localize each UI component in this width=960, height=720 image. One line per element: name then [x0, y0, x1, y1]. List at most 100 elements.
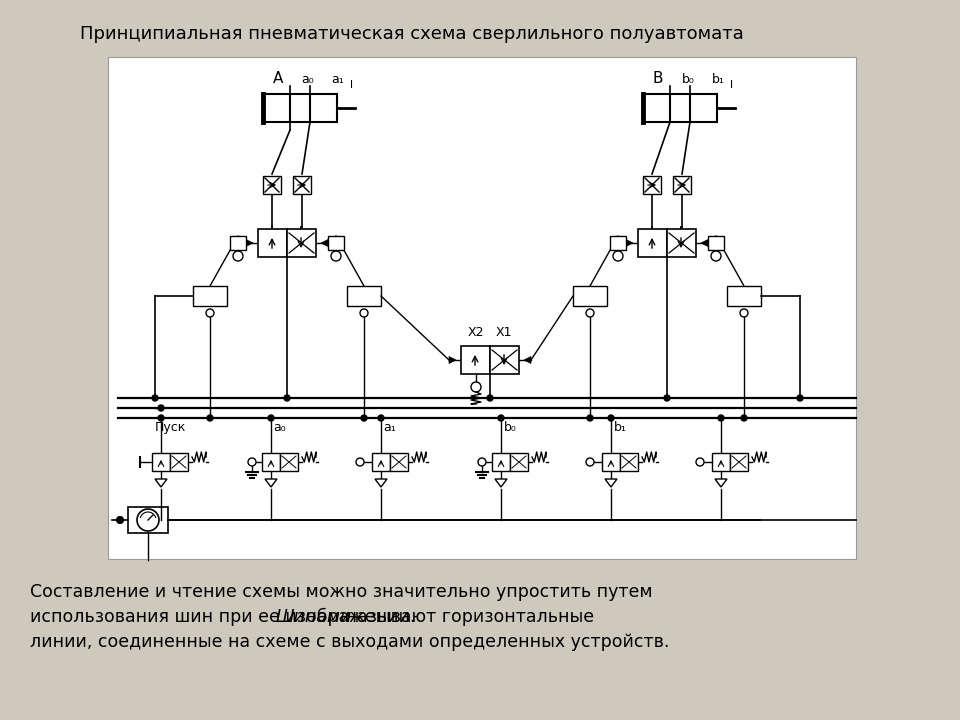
Circle shape [586, 309, 594, 317]
Text: Пуск: Пуск [155, 421, 185, 434]
Text: называют горизонтальные: называют горизонтальные [340, 608, 594, 626]
Bar [643, 176, 661, 194]
Text: b₁: b₁ [711, 73, 725, 86]
Text: a₀: a₀ [274, 421, 286, 434]
Circle shape [233, 251, 243, 261]
Bar [510, 453, 528, 471]
Polygon shape [495, 479, 507, 487]
Circle shape [331, 251, 341, 261]
Bar [673, 176, 691, 194]
Text: X1: X1 [495, 326, 513, 339]
Circle shape [741, 415, 747, 421]
Circle shape [158, 415, 164, 421]
Text: Принципиальная пневматическая схема сверлильного полуавтомата: Принципиальная пневматическая схема свер… [80, 25, 744, 43]
Bar [492, 453, 510, 471]
Circle shape [361, 415, 367, 421]
Circle shape [207, 415, 213, 421]
Bar [258, 229, 287, 257]
Text: b₀: b₀ [504, 421, 516, 434]
Bar [287, 229, 316, 257]
Text: B: B [653, 71, 663, 86]
Circle shape [696, 458, 704, 466]
Bar [727, 286, 761, 306]
Circle shape [711, 251, 721, 261]
Bar [730, 453, 748, 471]
Text: Шинами: Шинами [276, 608, 352, 626]
Polygon shape [626, 240, 633, 246]
Text: использования шин при ее изображении.: использования шин при ее изображении. [30, 608, 420, 626]
Circle shape [478, 458, 486, 466]
Bar [610, 236, 626, 250]
Circle shape [740, 309, 748, 317]
Text: b₀: b₀ [682, 73, 694, 86]
Bar [108, 57, 856, 559]
Polygon shape [375, 479, 387, 487]
Text: l: l [350, 80, 353, 90]
Bar [708, 236, 724, 250]
Circle shape [284, 395, 290, 401]
Circle shape [356, 458, 364, 466]
Bar [461, 346, 490, 374]
Bar [667, 229, 696, 257]
Text: линии, соединенные на схеме с выходами определенных устройств.: линии, соединенные на схеме с выходами о… [30, 633, 669, 651]
Bar [372, 453, 390, 471]
Circle shape [586, 458, 594, 466]
Circle shape [268, 415, 274, 421]
Bar [152, 453, 170, 471]
Text: b₁: b₁ [613, 421, 627, 434]
Circle shape [378, 415, 384, 421]
Bar [390, 453, 408, 471]
Polygon shape [715, 479, 727, 487]
Circle shape [498, 415, 504, 421]
Polygon shape [155, 479, 167, 487]
Bar [712, 453, 730, 471]
Polygon shape [524, 356, 531, 364]
Polygon shape [321, 240, 328, 246]
Polygon shape [265, 479, 277, 487]
Circle shape [360, 309, 368, 317]
Bar [293, 176, 311, 194]
Text: a₁: a₁ [384, 421, 396, 434]
Circle shape [116, 516, 124, 523]
Bar [620, 453, 638, 471]
Polygon shape [449, 356, 456, 364]
Circle shape [137, 509, 159, 531]
Bar [128, 507, 168, 533]
Bar [347, 286, 381, 306]
Bar [602, 453, 620, 471]
Polygon shape [701, 240, 708, 246]
Text: X2: X2 [468, 326, 484, 339]
Circle shape [248, 458, 256, 466]
Bar [638, 229, 667, 257]
Text: Составление и чтение схемы можно значительно упростить путем: Составление и чтение схемы можно значите… [30, 583, 653, 601]
Circle shape [117, 517, 123, 523]
Circle shape [797, 395, 803, 401]
Bar [170, 453, 188, 471]
Text: A: A [273, 71, 283, 86]
Circle shape [608, 415, 614, 421]
Text: l: l [731, 80, 733, 90]
Bar [490, 346, 519, 374]
Circle shape [487, 395, 493, 401]
Bar [263, 176, 281, 194]
Polygon shape [246, 240, 253, 246]
Circle shape [718, 415, 724, 421]
Bar [643, 94, 717, 122]
Circle shape [152, 395, 158, 401]
Circle shape [158, 405, 164, 411]
Polygon shape [605, 479, 617, 487]
Bar [262, 453, 280, 471]
Text: a₁: a₁ [331, 73, 345, 86]
Circle shape [613, 251, 623, 261]
Bar [230, 236, 246, 250]
Text: a₀: a₀ [301, 73, 314, 86]
Bar [193, 286, 227, 306]
Circle shape [206, 309, 214, 317]
Circle shape [664, 395, 670, 401]
Circle shape [471, 382, 481, 392]
Bar [328, 236, 344, 250]
Bar [280, 453, 298, 471]
Bar [263, 94, 337, 122]
Circle shape [587, 415, 593, 421]
Bar [573, 286, 607, 306]
